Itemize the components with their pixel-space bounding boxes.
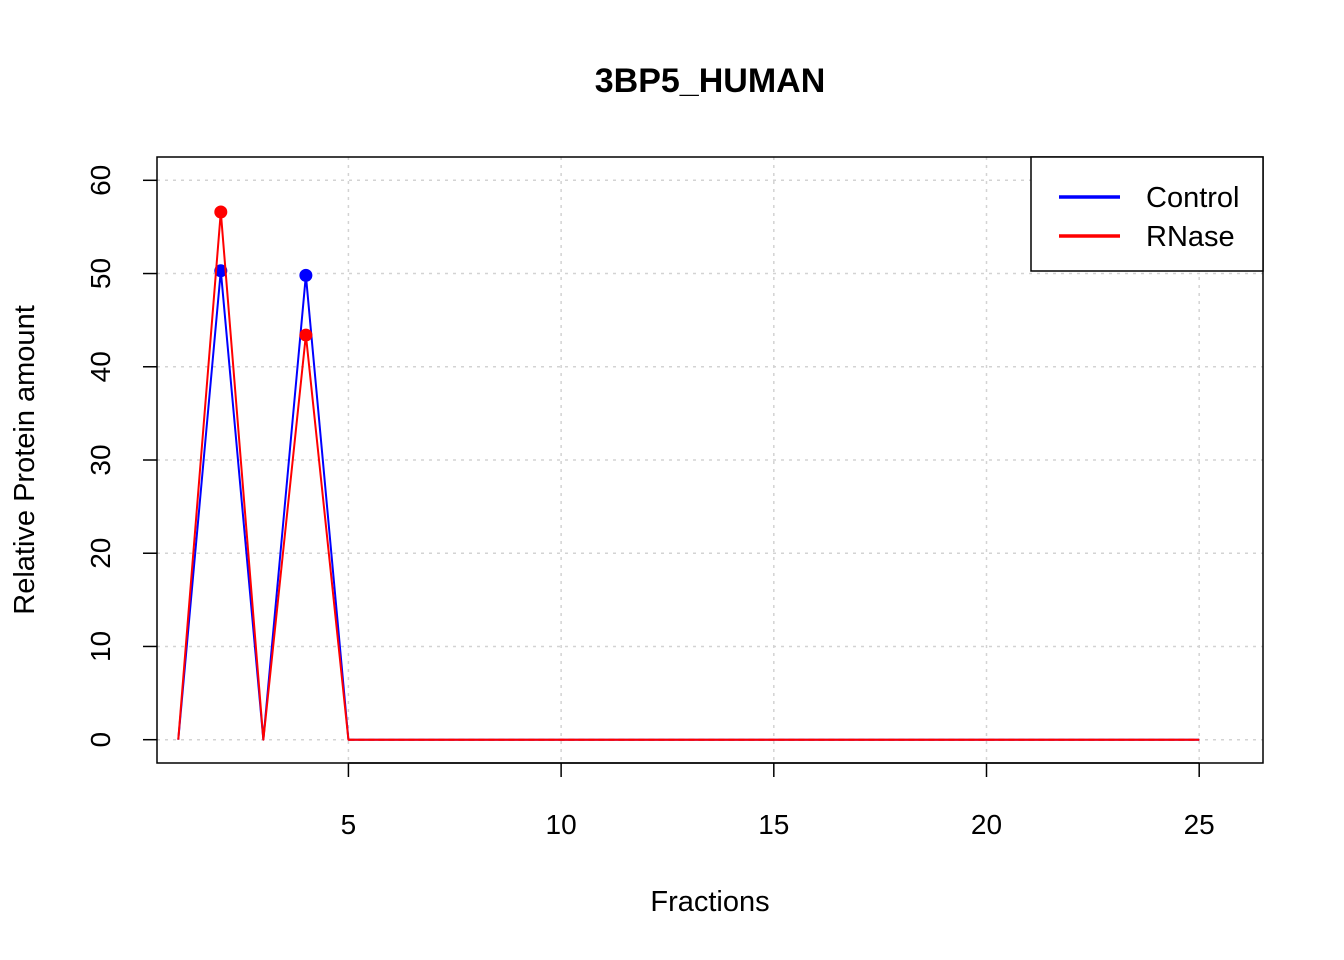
x-tick-label: 15 — [758, 809, 789, 840]
x-tick-label: 5 — [341, 809, 357, 840]
y-tick-label: 20 — [85, 538, 116, 569]
y-axis-label: Relative Protein amount — [9, 305, 41, 615]
series-line-rnase — [177, 211, 1200, 741]
legend-box — [1030, 156, 1264, 272]
y-tick-label: 30 — [85, 444, 116, 475]
legend-label-rnase: RNase — [1146, 221, 1235, 253]
x-axis-label: Fractions — [650, 886, 769, 918]
data-point-rnase — [299, 328, 313, 342]
series-layer — [177, 205, 1200, 741]
y-tick-label: 0 — [85, 732, 116, 748]
data-point-control — [299, 268, 313, 282]
data-point-control — [214, 264, 228, 278]
y-tick-label: 10 — [85, 631, 116, 662]
x-tick-label: 10 — [546, 809, 577, 840]
x-tick-label: 20 — [971, 809, 1002, 840]
y-tick-label: 40 — [85, 351, 116, 382]
legend-label-control: Control — [1146, 182, 1240, 214]
y-tick-label: 60 — [85, 165, 116, 196]
y-axis: 0 10 20 30 40 50 60 — [85, 165, 157, 748]
x-axis: 5 10 15 20 25 — [341, 762, 1215, 840]
chart-title: 3BP5_HUMAN — [595, 62, 826, 100]
x-tick-label: 25 — [1184, 809, 1215, 840]
series-line-control — [177, 269, 1200, 741]
data-point-rnase — [214, 205, 228, 219]
legend: Control RNase — [1030, 156, 1264, 272]
y-tick-label: 50 — [85, 258, 116, 289]
